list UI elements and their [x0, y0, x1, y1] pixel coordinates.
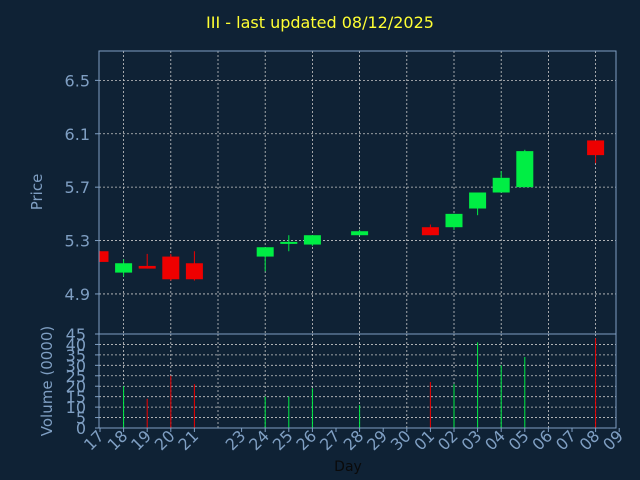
candle-body [445, 213, 463, 228]
candle-body [185, 263, 203, 280]
volume-tick-label: 20 [66, 377, 86, 396]
volume-bars [123, 338, 597, 428]
price-tick-label: 6.5 [65, 71, 90, 90]
volume-tick-label: 45 [66, 325, 86, 344]
volume-tick-label: 5 [76, 409, 86, 428]
candle-body [303, 235, 321, 245]
x-tick-label: 09 [599, 426, 627, 454]
price-grid [99, 51, 616, 334]
price-tick-label: 4.9 [65, 285, 90, 304]
volume-grid [99, 333, 616, 429]
price-tick-label: 5.7 [65, 178, 90, 197]
price-tick-label: 6.1 [65, 125, 90, 144]
price-candles [99, 140, 605, 281]
price-y-tick-labels: 4.9 5.3 5.7 6.1 6.5 [65, 71, 99, 304]
candle-body [421, 227, 439, 236]
volume-tick-label: 0 [76, 419, 86, 438]
volume-tick-label: 30 [66, 356, 86, 375]
volume-tick-label: 40 [66, 335, 86, 354]
candle-body [516, 151, 534, 188]
x-axis-label: Day [334, 459, 362, 475]
candle-body [492, 177, 510, 193]
volume-axis-label: Volume (0000) [38, 326, 56, 436]
candle-body [138, 265, 156, 269]
candle-body [280, 241, 298, 244]
candle-body [351, 231, 369, 236]
price-axis-label: Price [28, 174, 46, 211]
volume-tick-label: 10 [66, 398, 86, 417]
candle-body [469, 192, 487, 209]
volume-tick-label: 25 [66, 367, 86, 386]
candle-body [587, 140, 605, 156]
candle-body [99, 251, 109, 262]
candle-body [115, 263, 133, 273]
volume-tick-label: 15 [66, 388, 86, 407]
price-panel-frame [98, 50, 617, 335]
candle-body [256, 247, 274, 257]
candle-body [162, 256, 180, 280]
chart-title: III - last updated 08/12/2025 [206, 13, 434, 32]
volume-panel-frame [98, 333, 617, 429]
volume-tick-label: 35 [66, 346, 86, 365]
x-tick-label: 21 [174, 426, 202, 454]
price-tick-label: 5.3 [65, 232, 90, 251]
